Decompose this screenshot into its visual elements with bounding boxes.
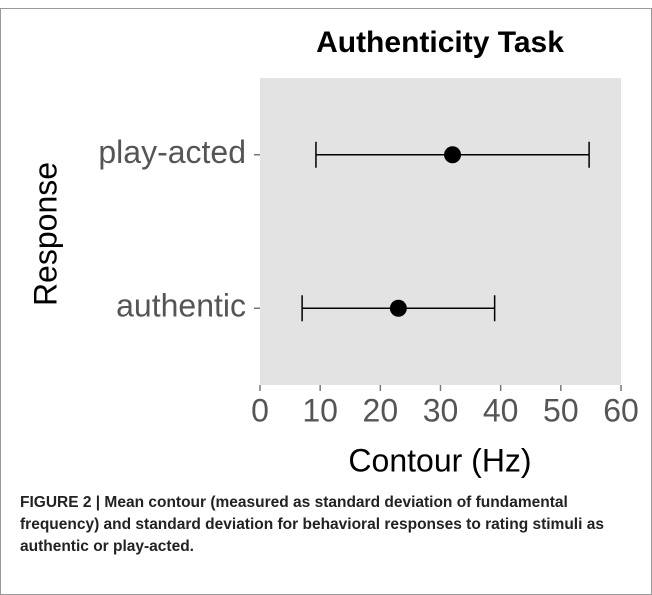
x-tick-label: 40: [483, 392, 519, 428]
x-tick-label: 30: [423, 392, 459, 428]
y-axis-label: Response: [27, 162, 63, 306]
mean-point: [444, 146, 462, 164]
plot-background: [260, 78, 621, 385]
y-tick-label: authentic: [116, 288, 246, 324]
caption: FIGURE 2 | Mean contour (measured as sta…: [20, 494, 604, 555]
chart-title: Authenticity Task: [316, 26, 564, 59]
x-tick-label: 0: [251, 392, 269, 428]
x-tick-label: 60: [603, 392, 639, 428]
x-axis-label: Contour (Hz): [348, 442, 531, 478]
x-tick-label: 50: [543, 392, 579, 428]
x-tick-label: 20: [363, 392, 399, 428]
x-tick-label: 10: [302, 392, 338, 428]
y-tick-label: play-acted: [98, 134, 246, 170]
mean-point: [389, 299, 407, 317]
